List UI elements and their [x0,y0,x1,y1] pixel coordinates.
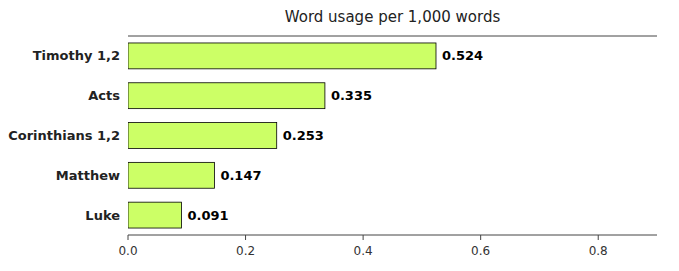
bars [128,43,436,228]
data-label: 0.335 [331,88,372,103]
tick-mark [128,235,129,240]
axis-line [128,235,657,236]
chart-title: Word usage per 1,000 words [285,8,501,26]
category-label: Luke [85,208,120,223]
category-label: Acts [88,88,120,103]
category-label: Corinthians 1,2 [8,128,120,143]
tick-label: 0.6 [471,244,490,258]
tick-label: 0.4 [354,244,373,258]
tick-mark [363,235,364,240]
chart-container: Word usage per 1,000 words0.00.20.40.60.… [0,0,679,271]
chart-svg: Word usage per 1,000 words0.00.20.40.60.… [0,0,679,271]
bar [128,83,325,109]
category-label: Matthew [56,168,120,183]
tick-mark [245,235,246,240]
tick-label: 0.0 [118,244,137,258]
tick-label: 0.8 [589,244,608,258]
labels: Timothy 1,2 Acts Corinthians 1,2 Matthew Luk… [8,48,483,222]
bar [128,202,181,228]
data-label: 0.253 [283,128,324,143]
category-label: Timothy 1,2 [33,48,120,63]
tick-mark [480,235,481,240]
tick-label: 0.2 [236,244,255,258]
bar [128,162,214,188]
axis-line [128,36,657,37]
x-axis: 0.0 0.2 0.4 0.6 0.8 [118,235,607,258]
bar [128,123,277,149]
data-label: 0.147 [220,168,261,183]
bar [128,43,436,69]
data-label: 0.524 [442,48,483,63]
data-label: 0.091 [187,208,228,223]
tick-mark [598,235,599,240]
